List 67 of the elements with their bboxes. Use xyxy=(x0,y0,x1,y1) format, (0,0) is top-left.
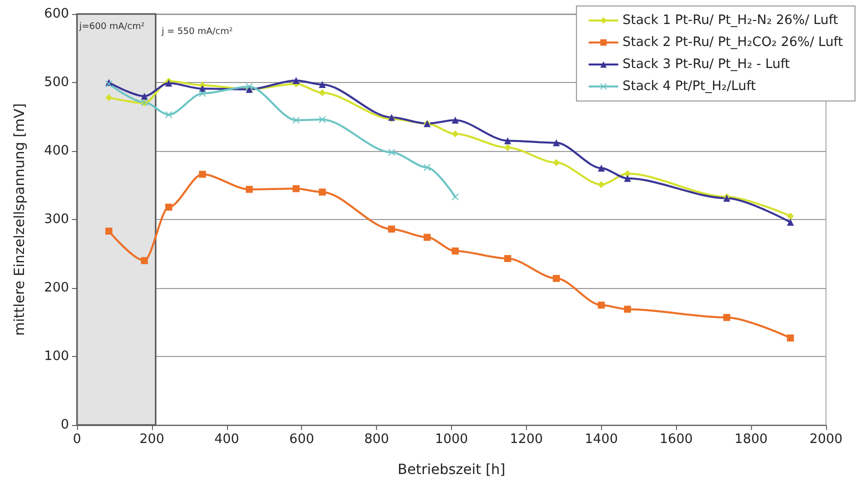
x-tick-label: 0 xyxy=(72,432,82,447)
x-tick-label: 2000 xyxy=(809,432,843,447)
point xyxy=(598,302,605,309)
y-tick-label: 600 xyxy=(44,6,69,22)
point xyxy=(318,116,326,123)
x-tick-label: 400 xyxy=(214,432,240,447)
point xyxy=(598,164,605,172)
point xyxy=(504,137,512,144)
point xyxy=(598,181,605,188)
point xyxy=(504,144,512,152)
point xyxy=(292,76,300,84)
point xyxy=(388,226,396,233)
point xyxy=(786,218,794,226)
point xyxy=(624,170,632,178)
legend-label: Stack 4 Pt/Pt_H₂/Luft xyxy=(622,79,756,94)
point xyxy=(165,204,172,211)
point xyxy=(452,116,459,124)
point xyxy=(292,185,300,192)
point xyxy=(318,81,326,88)
y-tick-label: 200 xyxy=(44,280,69,296)
point xyxy=(198,170,206,178)
band-label: j=600 mA/cm² xyxy=(78,22,145,32)
x-tick-label: 1600 xyxy=(660,432,693,447)
point xyxy=(424,234,431,241)
point xyxy=(246,186,253,193)
y-tick-label: 100 xyxy=(44,349,69,364)
point xyxy=(552,159,560,166)
point xyxy=(318,89,326,96)
point xyxy=(552,274,560,282)
y-tick-label: 400 xyxy=(44,144,69,158)
point xyxy=(388,148,396,156)
point xyxy=(452,130,459,138)
point xyxy=(105,94,112,102)
y-tick-label: 500 xyxy=(44,75,69,90)
point xyxy=(552,139,560,146)
point xyxy=(246,83,253,90)
y-tick-label: 0 xyxy=(60,418,69,432)
point xyxy=(165,111,172,118)
x-tick-label: 1200 xyxy=(510,432,543,447)
y-axis-title: mittlere Einzelzellspannung [mV] xyxy=(12,103,28,336)
point xyxy=(318,188,326,196)
point xyxy=(198,90,206,97)
legend-label: Stack 1 Pt-Ru/ Pt_H₂-N₂ 26%/ Luft xyxy=(622,13,838,28)
point xyxy=(140,257,148,264)
x-tick-label: 1000 xyxy=(434,432,468,447)
x-tick-label: 200 xyxy=(139,432,164,447)
x-tick-label: 600 xyxy=(289,432,314,447)
point xyxy=(452,248,459,255)
point xyxy=(292,116,300,124)
point xyxy=(786,334,794,342)
point xyxy=(504,255,512,262)
point xyxy=(452,193,459,200)
x-tick-label: 1800 xyxy=(734,432,768,447)
point xyxy=(140,92,148,100)
legend-label: Stack 2 Pt-Ru/ Pt_H₂CO₂ 26%/ Luft xyxy=(622,35,844,50)
point xyxy=(624,174,632,182)
point xyxy=(424,164,431,171)
y-tick-label: 300 xyxy=(44,212,69,227)
x-tick-label: 1400 xyxy=(584,432,618,447)
point xyxy=(105,228,112,235)
legend-label: Stack 3 Pt-Ru/ Pt_H₂ - Luft xyxy=(622,57,790,72)
annotation: j = 550 mA/cm² xyxy=(160,27,234,38)
point xyxy=(723,314,730,321)
point xyxy=(624,306,632,313)
x-axis-title: Betriebszeit [h] xyxy=(398,462,506,478)
point xyxy=(786,212,794,220)
x-tick-label: 800 xyxy=(364,432,390,447)
